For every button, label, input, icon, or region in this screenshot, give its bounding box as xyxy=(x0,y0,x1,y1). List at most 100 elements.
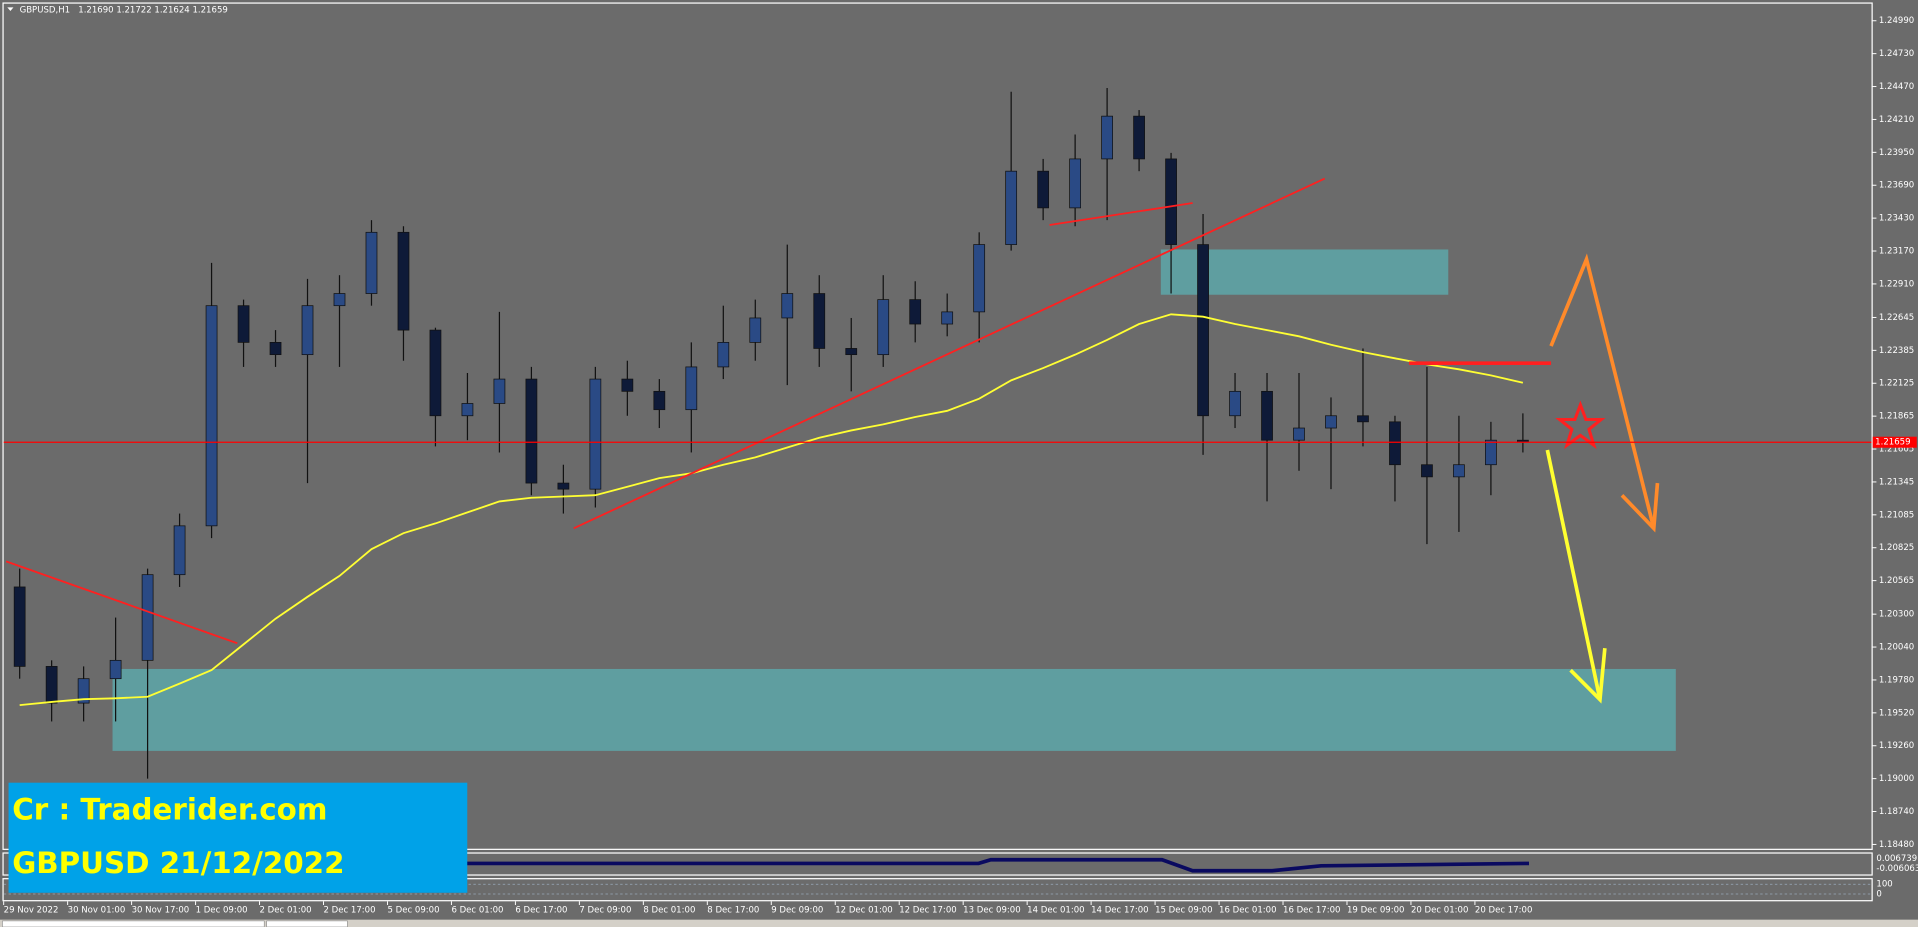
candle-body xyxy=(461,403,474,417)
x-tick-label: 19 Dec 09:00 xyxy=(1347,905,1404,915)
candle-body xyxy=(877,299,890,356)
candle-body xyxy=(77,678,90,704)
menu-icon[interactable] xyxy=(7,7,14,12)
candle-body xyxy=(1069,158,1081,209)
current-price-label: 1.21659 xyxy=(1875,438,1910,448)
y-tick-label: 1.22910 xyxy=(1879,279,1914,289)
y-tick-label: 1.20565 xyxy=(1879,576,1914,586)
price-layer xyxy=(13,88,1529,779)
candle-body xyxy=(557,482,570,490)
current-price-tag xyxy=(1872,436,1917,448)
trendline xyxy=(5,560,238,645)
x-tick-label: 6 Dec 17:00 xyxy=(515,905,567,915)
x-tick-label: 8 Dec 01:00 xyxy=(643,905,695,915)
candle-body xyxy=(141,574,154,661)
candle-body xyxy=(1485,439,1497,466)
x-tick-label: 20 Dec 17:00 xyxy=(1475,905,1532,915)
trendline xyxy=(573,177,1326,530)
candle-body xyxy=(1293,427,1305,441)
candle-body xyxy=(205,305,218,527)
candle-body xyxy=(1453,464,1465,478)
candle-body xyxy=(269,342,282,356)
indicator-label: 100 xyxy=(1876,880,1892,890)
indicator-label: -0.006063 xyxy=(1876,864,1918,874)
candle-body xyxy=(813,293,826,349)
x-tick-label: 5 Dec 09:00 xyxy=(387,905,439,915)
x-tick-label: 2 Dec 01:00 xyxy=(260,905,312,915)
y-tick-label: 1.23430 xyxy=(1879,214,1914,224)
x-tick-label: 20 Dec 01:00 xyxy=(1411,905,1468,915)
y-tick-label: 1.18740 xyxy=(1879,807,1914,817)
candle-body xyxy=(749,317,762,343)
candle-body xyxy=(1357,415,1369,423)
arrow-head xyxy=(1620,482,1660,533)
y-tick-label: 1.19520 xyxy=(1879,708,1914,718)
candle-body xyxy=(1325,415,1337,429)
candle-body xyxy=(429,329,442,417)
watermark-text: Cr : Traderider.com xyxy=(12,792,327,826)
candle-body xyxy=(1421,464,1433,478)
projection-arrow xyxy=(1545,449,1602,700)
candle-body xyxy=(301,305,314,356)
y-tick-label: 1.18480 xyxy=(1879,840,1914,850)
candle-body xyxy=(941,311,954,325)
y-tick-label: 1.21865 xyxy=(1879,412,1914,422)
x-tick-label: 7 Dec 09:00 xyxy=(579,905,631,915)
y-tick-label: 1.20300 xyxy=(1879,610,1914,620)
x-tick-label: 30 Nov 17:00 xyxy=(132,905,190,915)
x-tick-label: 14 Dec 01:00 xyxy=(1027,905,1084,915)
tab[interactable] xyxy=(266,920,348,927)
candle-body xyxy=(1165,158,1177,245)
arrow-head xyxy=(1569,647,1607,704)
x-tick-label: 12 Dec 01:00 xyxy=(835,905,892,915)
projection-arrow xyxy=(1549,253,1656,529)
candle-body xyxy=(493,378,506,404)
y-tick-label: 1.21345 xyxy=(1879,477,1914,487)
x-tick-label: 16 Dec 17:00 xyxy=(1283,905,1340,915)
y-tick-label: 1.20040 xyxy=(1879,643,1914,653)
candle-body xyxy=(525,378,538,484)
y-tick-label: 1.24990 xyxy=(1879,16,1914,26)
star xyxy=(1555,400,1606,450)
candle-body xyxy=(1005,170,1018,245)
candle-body xyxy=(1101,115,1113,160)
x-tick-label: 16 Dec 01:00 xyxy=(1219,905,1276,915)
candle-body xyxy=(781,293,794,319)
y-tick-label: 1.21085 xyxy=(1879,510,1914,520)
candle-body xyxy=(109,659,122,680)
candle-body xyxy=(365,231,378,294)
y-tick-label: 1.19780 xyxy=(1879,675,1914,685)
x-tick-label: 9 Dec 09:00 xyxy=(771,905,823,915)
candle-body xyxy=(717,342,730,368)
candle-body xyxy=(685,366,698,411)
y-tick-label: 1.23950 xyxy=(1879,148,1914,158)
plot-frame xyxy=(2,2,1873,850)
symbol-title: GBPUSD,H1 xyxy=(20,5,70,15)
candle-body xyxy=(973,244,986,313)
tab[interactable] xyxy=(2,920,265,927)
candle-body xyxy=(1197,244,1209,417)
indicator-frame xyxy=(2,878,1873,902)
candle-body xyxy=(13,586,26,667)
moving-average xyxy=(19,313,1524,707)
y-tick-label: 1.24470 xyxy=(1879,82,1914,92)
y-tick-label: 1.23170 xyxy=(1879,247,1914,257)
x-tick-label: 12 Dec 17:00 xyxy=(899,905,956,915)
candle-body xyxy=(589,378,602,490)
candle-body xyxy=(845,348,858,356)
trendline xyxy=(1049,202,1193,226)
indicator-frame xyxy=(2,852,1873,876)
x-tick-label: 6 Dec 01:00 xyxy=(451,905,503,915)
x-tick-label: 14 Dec 17:00 xyxy=(1091,905,1148,915)
y-tick-label: 1.24730 xyxy=(1879,49,1914,59)
candle-body xyxy=(1037,170,1050,209)
x-tick-label: 1 Dec 09:00 xyxy=(196,905,248,915)
indicator-label: 0.006739 xyxy=(1876,854,1917,864)
x-tick-label: 13 Dec 09:00 xyxy=(963,905,1020,915)
candle-body xyxy=(1133,115,1145,160)
tab-bar xyxy=(0,919,1918,927)
candle-body xyxy=(909,299,922,325)
